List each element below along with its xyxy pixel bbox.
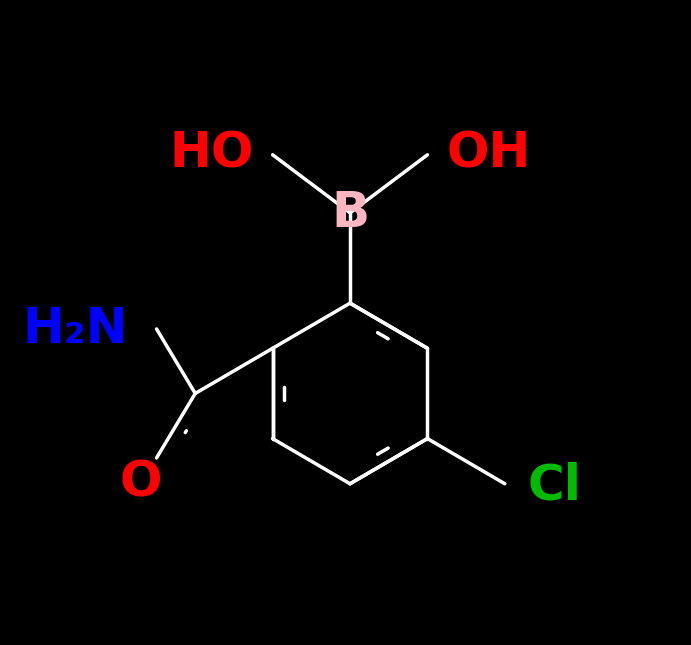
- Text: B: B: [331, 189, 369, 237]
- Text: HO: HO: [169, 130, 254, 177]
- Text: Cl: Cl: [527, 461, 581, 509]
- Text: O: O: [119, 459, 162, 506]
- Text: OH: OH: [447, 130, 531, 177]
- Text: H₂N: H₂N: [22, 305, 128, 353]
